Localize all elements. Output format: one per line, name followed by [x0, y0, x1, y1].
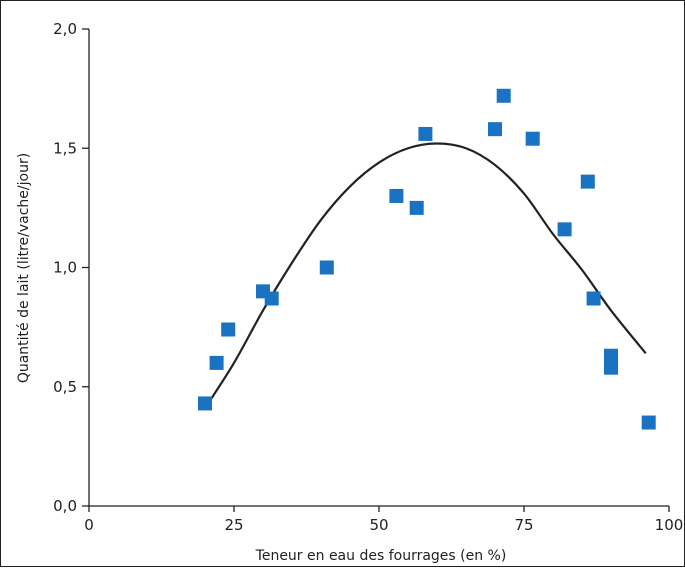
data-point — [586, 291, 601, 306]
data-point — [264, 291, 279, 306]
y-tick-label: 0,0 — [53, 497, 77, 515]
data-point — [488, 122, 502, 137]
data-point — [418, 126, 433, 141]
x-tick-label: 50 — [369, 516, 388, 534]
data-point — [409, 200, 424, 215]
data-point — [319, 260, 334, 275]
data-point — [221, 322, 236, 337]
data-point — [198, 396, 212, 411]
x-tick-label: 100 — [655, 516, 684, 534]
y-tick-label: 1,0 — [53, 259, 77, 277]
data-point — [209, 355, 224, 370]
fit-curve-layer — [204, 142, 647, 409]
data-point — [525, 131, 540, 146]
x-tick-label: 25 — [224, 516, 243, 534]
x-tick-label: 75 — [514, 516, 533, 534]
axes: 0,0 0,5 1,0 1,5 2,0 0 25 50 75 100 — [53, 20, 683, 534]
data-point — [604, 348, 618, 363]
y-tick-label: 0,5 — [53, 378, 77, 396]
y-tick-label: 1,5 — [53, 139, 77, 157]
y-axis-title: Quantité de lait (litre/vache/jour) — [16, 153, 32, 383]
x-axis-title: Teneur en eau des fourrages (en %) — [255, 548, 507, 564]
fit-curve — [204, 142, 647, 409]
data-point — [641, 415, 656, 430]
data-point — [557, 222, 572, 237]
data-point — [604, 360, 618, 375]
data-points-layer — [198, 88, 656, 430]
data-point — [389, 188, 404, 203]
x-tick-label: 0 — [84, 516, 94, 534]
data-point — [496, 88, 511, 103]
y-tick-label: 2,0 — [53, 20, 77, 38]
data-point — [580, 174, 595, 189]
